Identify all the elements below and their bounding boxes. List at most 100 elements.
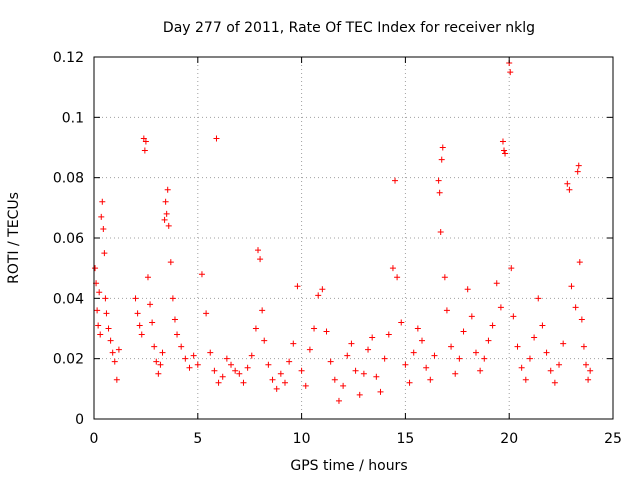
data-point (436, 189, 443, 196)
data-point (151, 343, 158, 350)
data-point (252, 325, 259, 332)
data-point (410, 349, 417, 356)
data-point (141, 147, 148, 154)
data-point (427, 376, 434, 383)
data-point (171, 316, 178, 323)
data-point (265, 361, 272, 368)
data-point (526, 355, 533, 362)
data-point (198, 271, 205, 278)
data-point (99, 198, 106, 205)
data-point (394, 274, 401, 281)
data-point (178, 343, 185, 350)
data-point (153, 358, 160, 365)
data-point (481, 355, 488, 362)
data-point (174, 331, 181, 338)
data-point (92, 265, 99, 272)
data-point (157, 361, 164, 368)
data-point (136, 322, 143, 329)
data-point (531, 334, 538, 341)
data-point (431, 352, 438, 359)
data-point (438, 156, 445, 163)
y-tick-label: 0 (75, 412, 84, 428)
data-point (472, 349, 479, 356)
x-tick-label: 0 (90, 431, 99, 447)
data-point (340, 382, 347, 389)
data-point (508, 265, 515, 272)
data-point (236, 370, 243, 377)
y-tick-label: 0.1 (62, 110, 84, 126)
data-point (373, 373, 380, 380)
data-point (144, 274, 151, 281)
data-point (587, 367, 594, 374)
y-tick-label: 0.12 (53, 50, 84, 66)
data-point (111, 358, 118, 365)
data-point (572, 304, 579, 311)
data-point (190, 352, 197, 359)
data-point (369, 334, 376, 341)
data-point (273, 385, 280, 392)
data-point (477, 367, 484, 374)
data-point (182, 355, 189, 362)
data-point (460, 328, 467, 335)
data-point (163, 210, 170, 217)
data-point (138, 331, 145, 338)
data-point (281, 379, 288, 386)
data-point (315, 292, 322, 299)
data-point (398, 319, 405, 326)
data-point (311, 325, 318, 332)
data-point (585, 376, 592, 383)
data-point (95, 322, 102, 329)
data-point (502, 150, 509, 157)
x-tick-label: 25 (604, 431, 622, 447)
data-point (140, 135, 147, 142)
data-point (443, 307, 450, 314)
data-point (464, 286, 471, 293)
data-point (101, 250, 108, 257)
chart-title: Day 277 of 2011, Rate Of TEC Index for r… (163, 20, 535, 36)
y-tick-label: 0.04 (53, 291, 84, 307)
data-point (277, 370, 284, 377)
data-point (259, 307, 266, 314)
data-point (419, 337, 426, 344)
data-point (186, 364, 193, 371)
data-point (535, 295, 542, 302)
axis-ticks: 0 5 10 15 20 25 0 0.02 0.04 0.06 0.08 0.1 0.12 (53, 50, 622, 447)
y-tick-label: 0.08 (53, 171, 84, 187)
data-point (578, 316, 585, 323)
x-axis-label: GPS time / hours (290, 458, 407, 474)
data-point (134, 310, 141, 317)
data-point (306, 346, 313, 353)
data-point (319, 286, 326, 293)
data-point (155, 370, 162, 377)
data-point (103, 310, 110, 317)
data-point (352, 367, 359, 374)
data-point (556, 361, 563, 368)
data-point (414, 325, 421, 332)
data-point (232, 367, 239, 374)
data-point (360, 370, 367, 377)
data-point (132, 295, 139, 302)
data-point (96, 289, 103, 296)
data-point (568, 283, 575, 290)
data-point (261, 337, 268, 344)
data-point (213, 135, 220, 142)
data-point (107, 337, 114, 344)
data-point (522, 376, 529, 383)
data-point (159, 349, 166, 356)
data-point (437, 228, 444, 235)
x-tick-label: 5 (193, 431, 202, 447)
y-tick-label: 0.06 (53, 231, 84, 247)
grid-lines (94, 57, 613, 419)
data-point (423, 364, 430, 371)
data-point (115, 346, 122, 353)
data-point (452, 370, 459, 377)
data-point (510, 313, 517, 320)
data-point (501, 147, 508, 154)
data-point (203, 310, 210, 317)
data-point (100, 225, 107, 232)
data-point (574, 168, 581, 175)
x-tick-label: 10 (293, 431, 311, 447)
data-point (194, 361, 201, 368)
data-point (286, 358, 293, 365)
